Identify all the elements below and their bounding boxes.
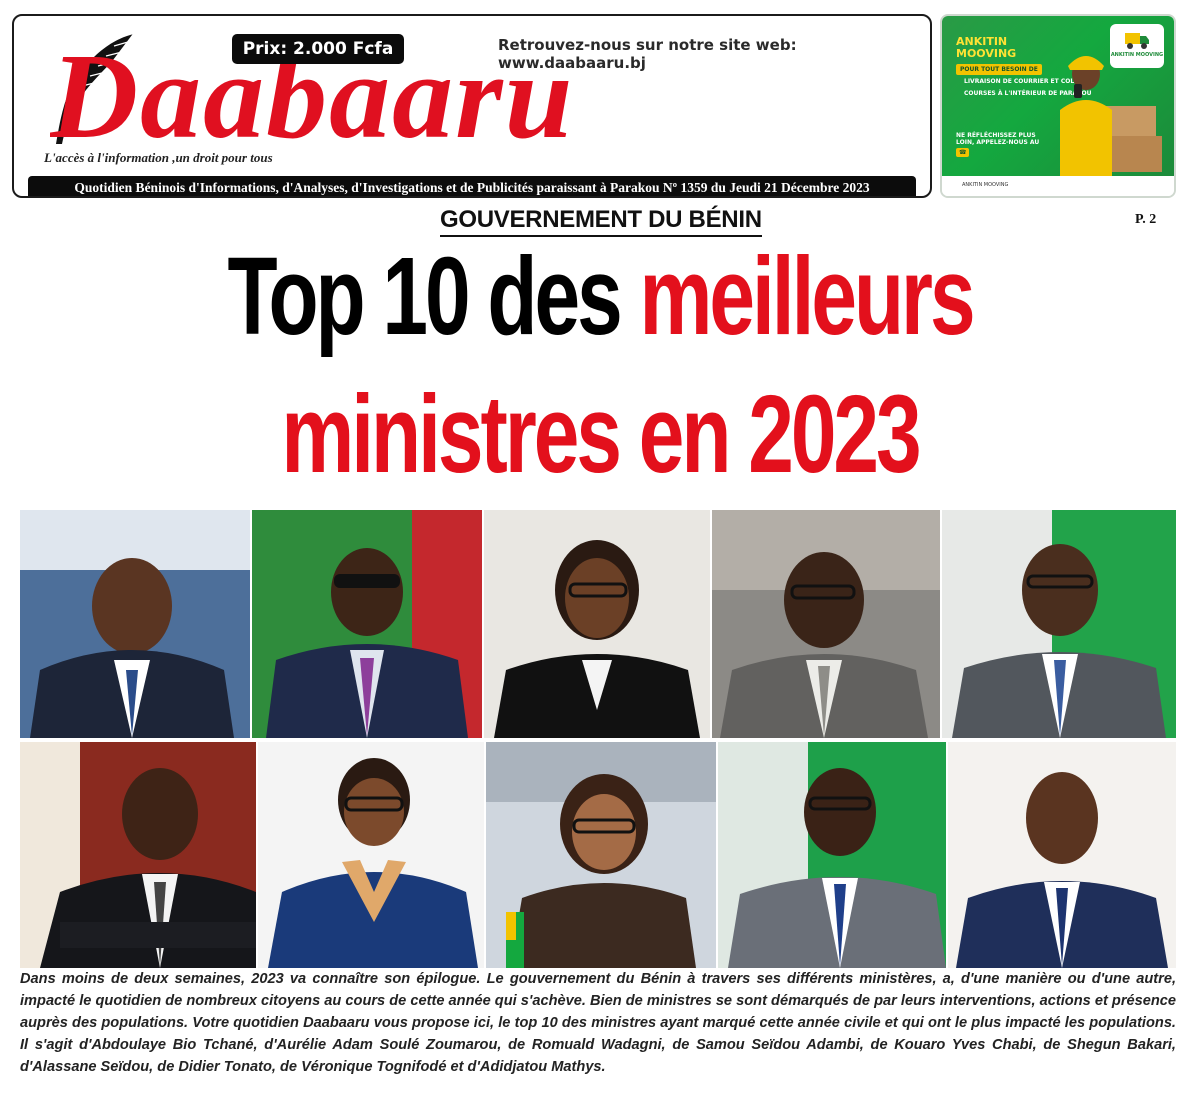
ad-service-list: LIVRAISON DE COURRIER ET COLIS COURSES À… [964, 78, 1091, 102]
page-reference: P. 2 [1135, 212, 1157, 227]
minister-photo [486, 742, 716, 968]
ad-title-line-1: ANKITIN [956, 35, 1008, 48]
ad-footer: ANKITIN MOOVING [942, 176, 1174, 196]
ad-title: ANKITIN MOOVING [956, 36, 1016, 60]
ad-pill: POUR TOUT BESOIN DE [956, 64, 1042, 75]
headline-red-part: meilleurs [639, 235, 975, 359]
headline-red-part: ministres en 2023 [281, 373, 921, 497]
quill-feather-icon [56, 33, 135, 144]
minister-photo [484, 510, 710, 738]
headline-black-part: Top 10 des [227, 235, 640, 359]
headline-line-2: ministres en 2023 [0, 373, 1200, 497]
ad-callout: NE RÉFLÉCHISSEZ PLUS LOIN, APPELEZ-NOUS … [956, 132, 1046, 157]
minister-photo [20, 742, 256, 968]
ad-footer-text: ANKITIN MOOVING [962, 182, 1009, 188]
minister-photo [718, 742, 946, 968]
ad-title-line-2: MOOVING [956, 47, 1017, 60]
delivery-person-image [1060, 56, 1162, 176]
section-kicker: GOUVERNEMENT DU BÉNIN [440, 206, 762, 237]
minister-photo [948, 742, 1176, 968]
website-line: Retrouvez-nous sur notre site web: www.d… [498, 36, 797, 72]
ad-service-item: COURSES À L'INTÉRIEUR DE PARAKOU [964, 90, 1092, 97]
ad-logo: ANKITIN MOOVING [1110, 24, 1164, 68]
minister-photo [258, 742, 484, 968]
minister-photo [20, 510, 250, 738]
masthead: Daabaaru Prix: 2.000 Fcfa Retrouvez-nous… [12, 14, 932, 198]
minister-photo [252, 510, 482, 738]
truck-icon [1125, 33, 1149, 49]
headline-line-1: Top 10 des meilleurs [0, 235, 1200, 359]
issue-info-bar: Quotidien Béninois d'Informations, d'Ana… [28, 176, 916, 196]
advertisement[interactable]: ANKITIN MOOVING POUR TOUT BESOIN DE LIVR… [940, 14, 1176, 198]
ad-callout-text: NE RÉFLÉCHISSEZ PLUS LOIN, APPELEZ-NOUS … [956, 132, 1040, 146]
price-badge: Prix: 2.000 Fcfa [232, 34, 404, 64]
minister-photo [712, 510, 940, 738]
minister-photo [942, 510, 1176, 738]
article-body: Dans moins de deux semaines, 2023 va con… [20, 971, 1176, 1075]
ad-service-item: LIVRAISON DE COURRIER ET COLIS [964, 78, 1081, 85]
ad-logo-text: ANKITIN MOOVING [1110, 52, 1164, 58]
phone-number-pill: ☎ [956, 148, 970, 157]
tagline: L'accès à l'information ,un droit pour t… [44, 150, 273, 165]
